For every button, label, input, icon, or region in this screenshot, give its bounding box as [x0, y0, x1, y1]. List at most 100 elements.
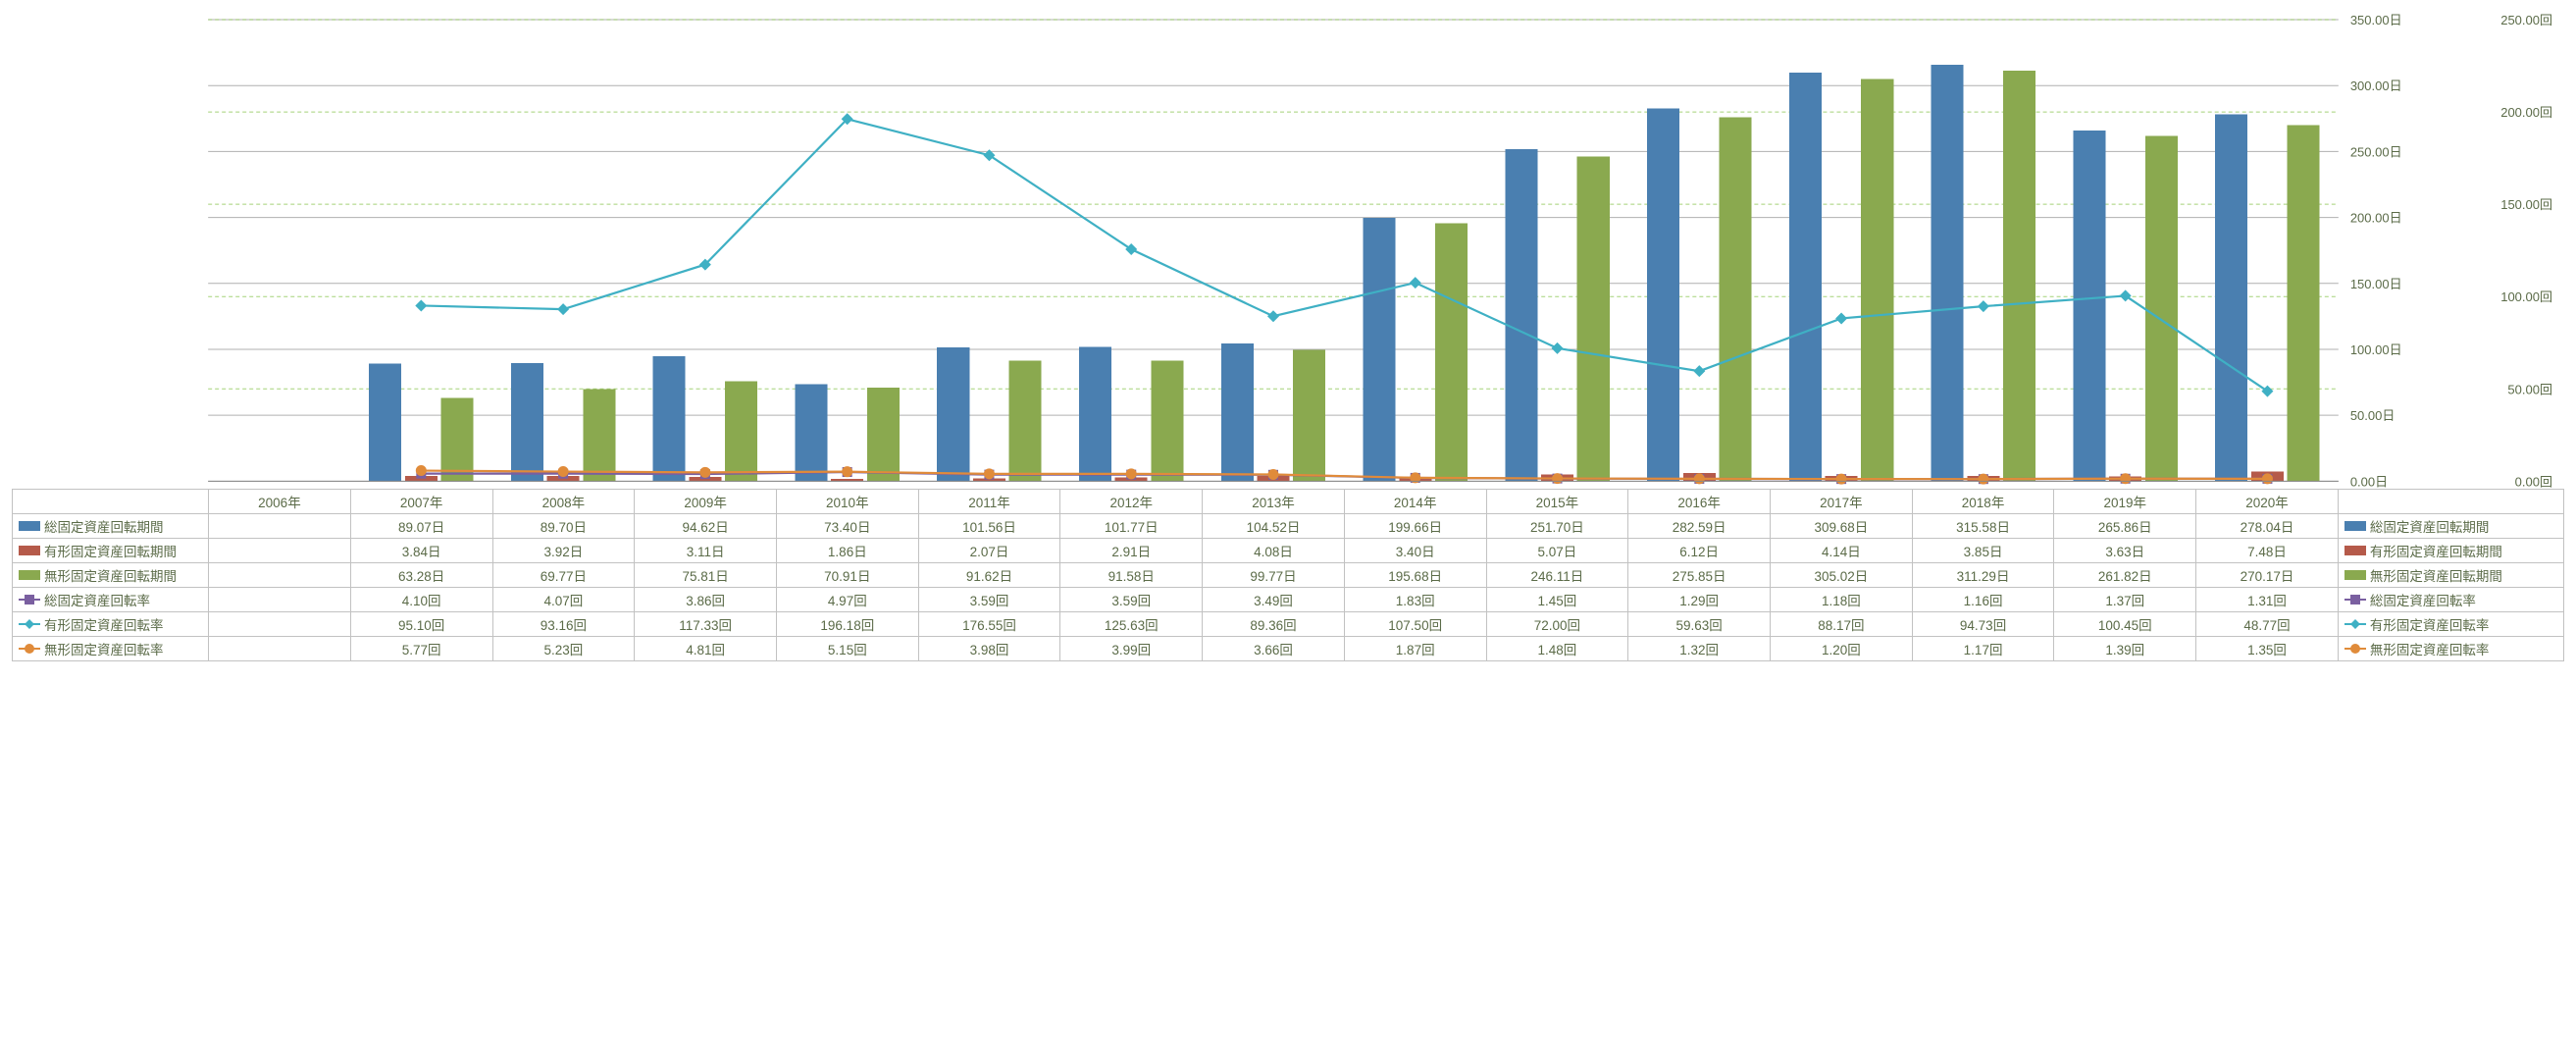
- cell-yukei_ritsu: 176.55回: [918, 612, 1060, 637]
- cell-mukei_kikan: 305.02日: [1770, 563, 1912, 588]
- cell-sokotei_kikan: 101.56日: [918, 514, 1060, 539]
- marker-yukei_ritsu: [1978, 300, 1989, 312]
- cell-yukei_ritsu: 125.63回: [1060, 612, 1203, 637]
- year-header: 2019年: [2054, 490, 2196, 514]
- bar-sokotei_kikan: [653, 356, 686, 481]
- cell-sokotei_ritsu: 1.83回: [1344, 588, 1486, 612]
- bar-sokotei_kikan: [2215, 115, 2247, 482]
- cell-mukei_ritsu: 5.77回: [350, 637, 492, 661]
- year-header: 2020年: [2196, 490, 2339, 514]
- bar-sokotei_kikan: [1647, 109, 1679, 482]
- cell-mukei_kikan: 311.29日: [1912, 563, 2054, 588]
- bar-mukei_kikan: [2145, 135, 2178, 481]
- legend-right-mukei_ritsu: 無形固定資産回転率: [2338, 637, 2563, 661]
- cell-yukei_ritsu: 72.00回: [1486, 612, 1628, 637]
- cell-sokotei_kikan: 89.70日: [492, 514, 635, 539]
- year-header: 2014年: [1344, 490, 1486, 514]
- legend-right-yukei_kikan: 有形固定資産回転期間: [2338, 539, 2563, 563]
- axis-left-tick: 150.00日: [2350, 277, 2402, 291]
- axis-left-tick: 300.00日: [2350, 79, 2402, 93]
- cell-yukei_ritsu: 95.10回: [350, 612, 492, 637]
- cell-mukei_ritsu: 3.66回: [1203, 637, 1345, 661]
- marker-yukei_ritsu: [1125, 243, 1137, 255]
- marker-yukei_ritsu: [2120, 289, 2132, 301]
- marker-mukei_ritsu: [2120, 473, 2131, 484]
- cell-sokotei_ritsu: 4.10回: [350, 588, 492, 612]
- series-label-yukei_ritsu: 有形固定資産回転率: [13, 612, 209, 637]
- cell-yukei_ritsu: 88.17回: [1770, 612, 1912, 637]
- data-table: 2006年2007年2008年2009年2010年2011年2012年2013年…: [12, 489, 2564, 661]
- series-label-mukei_ritsu: 無形固定資産回転率: [13, 637, 209, 661]
- cell-yukei_kikan: 4.14日: [1770, 539, 1912, 563]
- series-row-sokotei_kikan: 総固定資産回転期間89.07日89.70日94.62日73.40日101.56日…: [13, 514, 2564, 539]
- year-header: 2007年: [350, 490, 492, 514]
- year-header-row: 2006年2007年2008年2009年2010年2011年2012年2013年…: [13, 490, 2564, 514]
- marker-mukei_ritsu: [1694, 473, 1705, 484]
- bar-mukei_kikan: [583, 390, 615, 482]
- marker-mukei_ritsu: [558, 466, 569, 477]
- cell-mukei_kikan: 270.17日: [2196, 563, 2339, 588]
- marker-mukei_ritsu: [984, 468, 995, 479]
- series-row-yukei_ritsu: 有形固定資産回転率95.10回93.16回117.33回196.18回176.5…: [13, 612, 2564, 637]
- axis-right-tick: 0.00回: [2515, 474, 2552, 489]
- bar-mukei_kikan: [441, 397, 474, 481]
- year-header: 2013年: [1203, 490, 1345, 514]
- cell-mukei_kikan: 75.81日: [635, 563, 777, 588]
- cell-mukei_ritsu: 3.99回: [1060, 637, 1203, 661]
- bar-sokotei_kikan: [511, 363, 543, 482]
- marker-mukei_ritsu: [1836, 474, 1847, 485]
- cell-yukei_ritsu: 196.18回: [776, 612, 918, 637]
- bar-mukei_kikan: [1009, 360, 1042, 481]
- axis-right-tick: 100.00回: [2500, 289, 2552, 304]
- cell-yukei_kikan: 1.86日: [776, 539, 918, 563]
- marker-mukei_ritsu: [2262, 473, 2273, 484]
- cell-mukei_kikan: [209, 563, 351, 588]
- bar-mukei_kikan: [1861, 79, 1893, 481]
- year-header: 2010年: [776, 490, 918, 514]
- cell-yukei_ritsu: [209, 612, 351, 637]
- cell-yukei_ritsu: 94.73回: [1912, 612, 2054, 637]
- cell-yukei_kikan: [209, 539, 351, 563]
- bar-sokotei_kikan: [369, 364, 401, 482]
- series-row-sokotei_ritsu: 総固定資産回転率4.10回4.07回3.86回4.97回3.59回3.59回3.…: [13, 588, 2564, 612]
- axis-left-tick: 200.00日: [2350, 211, 2402, 226]
- cell-mukei_ritsu: 1.87回: [1344, 637, 1486, 661]
- line-yukei_ritsu: [421, 119, 2267, 391]
- chart-container: 0.00日50.00日100.00日150.00日200.00日250.00日3…: [0, 0, 2576, 665]
- year-header: 2017年: [1770, 490, 1912, 514]
- cell-yukei_ritsu: 48.77回: [2196, 612, 2339, 637]
- data-table-host: 2006年2007年2008年2009年2010年2011年2012年2013年…: [12, 489, 2564, 661]
- cell-mukei_ritsu: 5.23回: [492, 637, 635, 661]
- cell-sokotei_ritsu: [209, 588, 351, 612]
- year-header: 2006年: [209, 490, 351, 514]
- cell-mukei_kikan: 99.77日: [1203, 563, 1345, 588]
- bar-sokotei_kikan: [1505, 149, 1537, 481]
- cell-yukei_ritsu: 107.50回: [1344, 612, 1486, 637]
- marker-yukei_ritsu: [1267, 310, 1279, 322]
- legend-header-cell: [2338, 490, 2563, 514]
- cell-sokotei_ritsu: 1.37回: [2054, 588, 2196, 612]
- cell-sokotei_kikan: 73.40日: [776, 514, 918, 539]
- series-label-yukei_kikan: 有形固定資産回転期間: [13, 539, 209, 563]
- year-header: 2016年: [1628, 490, 1771, 514]
- cell-mukei_ritsu: 1.48回: [1486, 637, 1628, 661]
- cell-mukei_ritsu: 1.35回: [2196, 637, 2339, 661]
- year-header: 2011年: [918, 490, 1060, 514]
- axis-right-tick: 250.00回: [2500, 13, 2552, 27]
- cell-yukei_kikan: 7.48日: [2196, 539, 2339, 563]
- marker-yukei_ritsu: [557, 303, 569, 315]
- year-header: 2012年: [1060, 490, 1203, 514]
- bar-mukei_kikan: [2003, 71, 2035, 481]
- legend-right-sokotei_ritsu: 総固定資産回転率: [2338, 588, 2563, 612]
- marker-mukei_ritsu: [1552, 473, 1563, 484]
- bar-sokotei_kikan: [796, 385, 828, 482]
- legend-right-yukei_ritsu: 有形固定資産回転率: [2338, 612, 2563, 637]
- cell-sokotei_kikan: 282.59日: [1628, 514, 1771, 539]
- cell-yukei_ritsu: 93.16回: [492, 612, 635, 637]
- cell-sokotei_ritsu: 1.18回: [1770, 588, 1912, 612]
- cell-yukei_ritsu: 100.45回: [2054, 612, 2196, 637]
- cell-sokotei_ritsu: 4.97回: [776, 588, 918, 612]
- bar-sokotei_kikan: [1079, 347, 1111, 482]
- cell-yukei_ritsu: 59.63回: [1628, 612, 1771, 637]
- marker-mukei_ritsu: [1126, 468, 1137, 479]
